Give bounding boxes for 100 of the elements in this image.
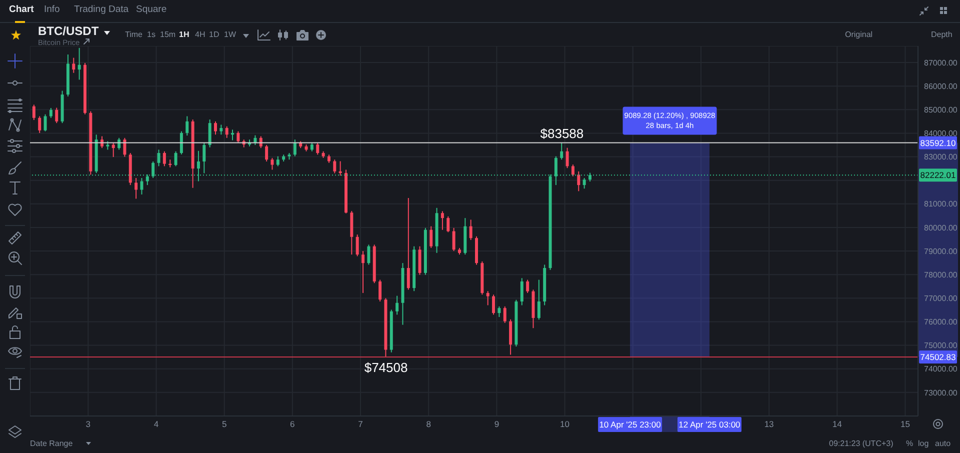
candlestick bbox=[134, 177, 138, 200]
candlestick bbox=[503, 306, 506, 324]
text: Date Range bbox=[30, 439, 73, 449]
y-tick-label: 73000.00 bbox=[924, 388, 958, 398]
text: 4H bbox=[195, 30, 206, 40]
y-tick-label: 87000.00 bbox=[924, 58, 958, 68]
ref-line-label: 83592.10 bbox=[920, 138, 956, 148]
candlestick bbox=[537, 279, 540, 320]
candlestick bbox=[162, 150, 166, 167]
text: Depth bbox=[931, 30, 952, 40]
candlestick bbox=[526, 279, 530, 294]
candlestick bbox=[486, 290, 490, 306]
candlestick bbox=[367, 244, 370, 266]
x-tick-label: 5 bbox=[222, 419, 227, 430]
x-tick-label: 10 bbox=[560, 419, 570, 430]
candlestick bbox=[582, 177, 586, 190]
candlestick bbox=[492, 294, 496, 316]
candlestick bbox=[225, 126, 228, 138]
candlestick bbox=[498, 306, 501, 318]
chart-title: BTC/USDT bbox=[38, 24, 99, 38]
text: 15m bbox=[160, 30, 176, 40]
text: log bbox=[918, 439, 929, 449]
ref-line-label: 74502.83 bbox=[920, 352, 956, 362]
candlestick bbox=[362, 250, 365, 294]
candlestick bbox=[55, 107, 58, 124]
annotation: $74508 bbox=[364, 360, 408, 375]
y-tick-label: 74000.00 bbox=[924, 364, 958, 374]
candlestick bbox=[38, 116, 42, 134]
candlestick bbox=[32, 104, 36, 120]
candlestick bbox=[452, 227, 456, 252]
candlestick bbox=[566, 147, 569, 169]
text: 10 Apr '25 23:00 bbox=[599, 420, 662, 430]
candlestick bbox=[276, 156, 280, 167]
x-tick-label: 4 bbox=[154, 419, 159, 430]
text: 1D bbox=[209, 30, 220, 40]
candlestick bbox=[469, 219, 472, 240]
candlestick bbox=[560, 142, 564, 160]
candlestick bbox=[157, 149, 160, 167]
x-tick-label: 13 bbox=[764, 419, 774, 430]
candlestick bbox=[220, 124, 223, 136]
candlestick bbox=[254, 134, 257, 146]
candlestick bbox=[356, 234, 359, 257]
candlestick bbox=[396, 295, 399, 316]
candlestick bbox=[214, 120, 217, 136]
candlestick bbox=[123, 137, 126, 158]
candlestick bbox=[44, 114, 47, 132]
text: 1W bbox=[224, 30, 236, 40]
text: Chart bbox=[9, 4, 34, 16]
candlestick bbox=[140, 177, 144, 195]
candlestick bbox=[406, 198, 410, 290]
candlestick bbox=[174, 150, 178, 167]
candlestick bbox=[520, 278, 524, 306]
candlestick bbox=[577, 170, 580, 192]
text: Trading Data bbox=[74, 4, 129, 16]
candlestick bbox=[49, 107, 52, 118]
text: 1H bbox=[179, 30, 190, 40]
candlestick bbox=[112, 142, 115, 158]
text: 12 Apr '25 03:00 bbox=[678, 420, 741, 430]
candlestick bbox=[571, 164, 574, 177]
y-tick-label: 80000.00 bbox=[924, 223, 958, 232]
candlestick bbox=[293, 139, 296, 157]
y-tick-label: 79000.00 bbox=[924, 246, 958, 256]
candlestick bbox=[316, 142, 320, 156]
y-tick-label: 81000.00 bbox=[924, 200, 958, 209]
candlestick bbox=[180, 130, 183, 155]
y-tick-label: 86000.00 bbox=[924, 82, 958, 91]
text: % bbox=[906, 439, 914, 449]
candlestick bbox=[270, 157, 274, 170]
x-tick-label: 6 bbox=[290, 419, 296, 430]
text: Info bbox=[44, 4, 60, 16]
candlestick bbox=[418, 246, 422, 276]
candlestick bbox=[186, 116, 189, 136]
candlestick bbox=[333, 159, 336, 174]
text: Time bbox=[125, 30, 142, 40]
ref-line-label: 82222.01 bbox=[920, 170, 956, 180]
x-tick-label: 15 bbox=[900, 419, 910, 430]
candlestick bbox=[446, 216, 450, 233]
text: 1s bbox=[147, 30, 156, 40]
candlestick bbox=[338, 160, 342, 176]
x-tick-label: 3 bbox=[86, 419, 91, 430]
candlestick bbox=[440, 210, 444, 230]
candlestick bbox=[430, 226, 433, 248]
y-tick-label: 76000.00 bbox=[924, 318, 958, 327]
y-tick-label: 85000.00 bbox=[924, 105, 958, 114]
x-tick-label: 8 bbox=[426, 419, 432, 430]
candlestick bbox=[78, 47, 81, 80]
text: 09:21:23 (UTC+3) bbox=[829, 439, 894, 449]
y-tick-label: 77000.00 bbox=[924, 294, 958, 304]
y-tick-label: 75000.00 bbox=[924, 341, 958, 350]
candlestick bbox=[72, 57, 76, 74]
x-tick-label: 9 bbox=[494, 419, 500, 430]
text: auto bbox=[935, 439, 951, 449]
y-tick-label: 84000.00 bbox=[924, 129, 958, 138]
candlestick bbox=[231, 129, 234, 141]
y-tick-label: 78000.00 bbox=[924, 270, 958, 280]
candlestick bbox=[208, 119, 212, 148]
x-tick-label: 14 bbox=[832, 419, 842, 430]
text: Original bbox=[845, 30, 873, 40]
annotation: $83588 bbox=[540, 126, 584, 141]
candlestick bbox=[236, 130, 240, 144]
